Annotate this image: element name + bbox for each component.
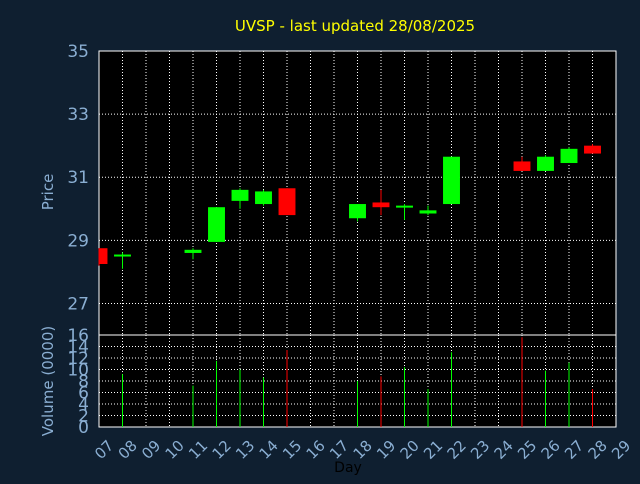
candle-body xyxy=(396,205,413,208)
price-tick-label: 33 xyxy=(67,105,89,125)
price-tick-label: 27 xyxy=(67,294,89,314)
candlestick xyxy=(584,144,601,154)
candle-body xyxy=(560,148,578,164)
candlestick xyxy=(372,189,390,216)
price-tick-label: 35 xyxy=(67,42,89,62)
candlestick xyxy=(231,188,249,209)
candlestick xyxy=(278,188,296,216)
candlestick xyxy=(208,207,225,242)
candle-body xyxy=(208,207,225,242)
candle-body xyxy=(99,248,108,264)
volume-tick-label: 10 xyxy=(67,361,89,381)
candle-body xyxy=(443,156,460,205)
candlestick xyxy=(184,248,202,260)
price-panel: 27 29 31 33 35 xyxy=(67,42,617,336)
candle-body xyxy=(584,145,601,154)
candlestick xyxy=(537,155,554,171)
candlestick xyxy=(98,248,108,266)
price-tick-label: 31 xyxy=(67,168,89,188)
candle-body xyxy=(278,188,296,216)
volume-tick-label: 0 xyxy=(78,418,89,438)
candlestick xyxy=(349,204,366,222)
candle-body xyxy=(184,249,202,253)
volume-tick-label: 12 xyxy=(67,349,89,369)
price-tick-label: 29 xyxy=(67,231,89,251)
volume-tick-label: 16 xyxy=(67,326,89,346)
volume-tick-label: 2 xyxy=(78,407,89,427)
candle-body xyxy=(419,210,437,214)
candlestick xyxy=(443,156,460,205)
candle-body xyxy=(513,161,531,171)
candlestick xyxy=(513,156,531,171)
candle-body xyxy=(255,191,272,205)
volume-axis-label: Volume (0000) xyxy=(39,326,57,436)
candlestick xyxy=(114,252,131,269)
candlestick xyxy=(560,147,578,164)
candle-body xyxy=(349,204,366,219)
candle-body xyxy=(372,202,390,208)
volume-tick-label: 14 xyxy=(67,338,89,358)
candle-body xyxy=(537,156,554,171)
volume-tick-label: 6 xyxy=(78,384,89,404)
candlestick xyxy=(396,204,413,220)
x-axis-label: Day xyxy=(334,460,362,476)
chart-title: UVSP - last updated 28/08/2025 xyxy=(235,17,475,35)
candlestick xyxy=(419,205,437,216)
candlestick xyxy=(255,189,272,206)
candle-body xyxy=(114,254,131,257)
candle-body xyxy=(231,189,249,201)
volume-tick-label: 8 xyxy=(78,372,89,392)
volume-tick-label: 4 xyxy=(78,395,89,415)
price-axis-label: Price xyxy=(39,174,57,211)
